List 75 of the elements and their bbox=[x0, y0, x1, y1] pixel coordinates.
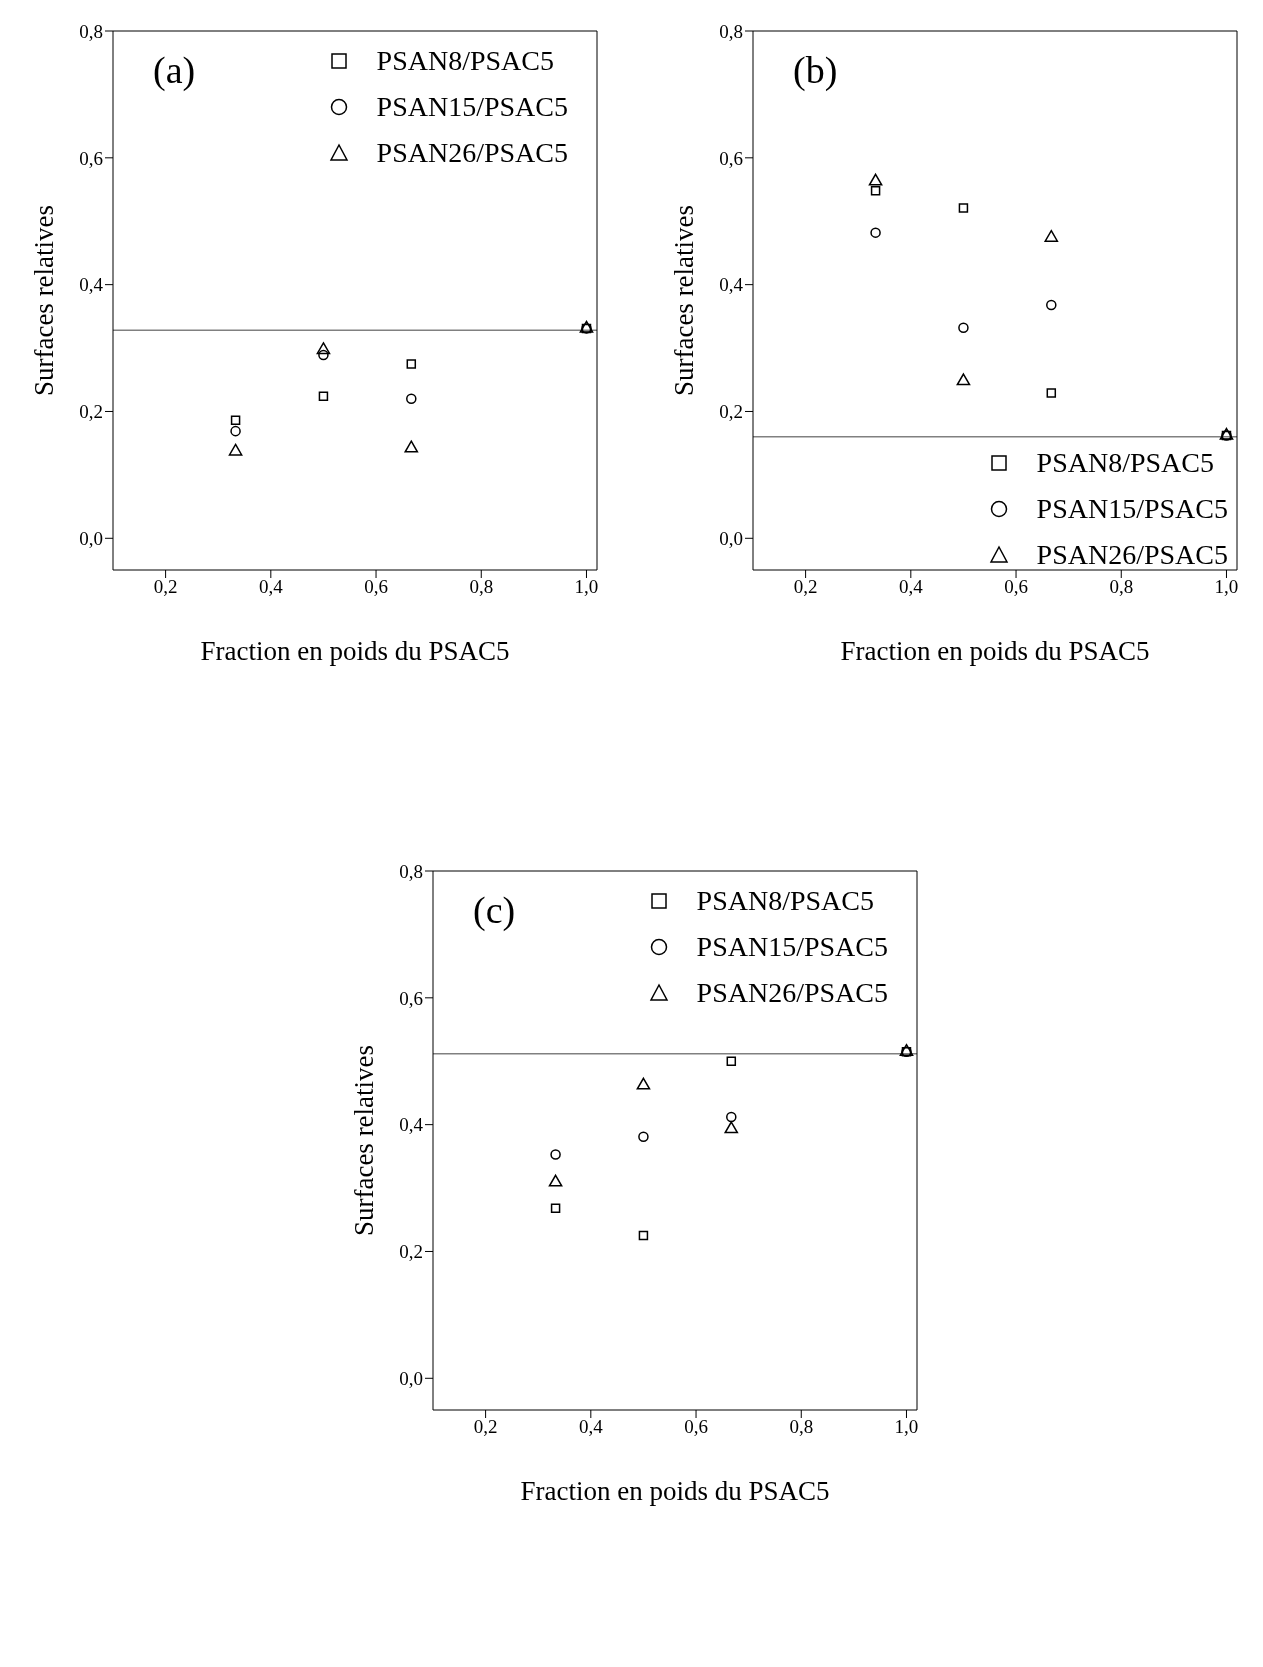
annotation: (b) bbox=[793, 48, 838, 92]
x-tick-label: 1,0 bbox=[894, 1416, 919, 1438]
y-tick-label: 0,8 bbox=[719, 20, 743, 42]
point bbox=[638, 1131, 649, 1142]
point bbox=[726, 1111, 737, 1123]
y-tick-label: 0,2 bbox=[719, 401, 743, 423]
x-axis-title: Fraction en poids du PSAC5 bbox=[520, 1476, 830, 1506]
legend-label: PSAN8/PSAC5 bbox=[1036, 447, 1214, 479]
point bbox=[316, 342, 331, 355]
annotation: (c) bbox=[473, 888, 516, 932]
y-tick-label: 0,4 bbox=[719, 274, 744, 296]
point bbox=[228, 443, 243, 456]
x-tick-label: 0,2 bbox=[153, 576, 178, 598]
legend-label: PSAN26/PSAC5 bbox=[696, 977, 888, 1009]
point bbox=[406, 393, 417, 405]
x-tick-label: 0,6 bbox=[684, 1416, 708, 1438]
y-tick-label: 0,0 bbox=[399, 1368, 423, 1390]
point bbox=[1046, 299, 1057, 311]
x-axis-title: Fraction en poids du PSAC5 bbox=[840, 636, 1150, 666]
point bbox=[726, 1056, 737, 1066]
legend-label: PSAN15/PSAC5 bbox=[1036, 493, 1228, 525]
y-tick-label: 0,0 bbox=[719, 528, 743, 550]
point bbox=[958, 322, 969, 334]
x-tick-label: 0,4 bbox=[578, 1416, 604, 1438]
point bbox=[1044, 229, 1059, 242]
legend-label: PSAN15/PSAC5 bbox=[696, 931, 888, 963]
y-tick-label: 0,6 bbox=[399, 987, 423, 1009]
y-axis-title: Surfaces relatives bbox=[668, 204, 699, 397]
x-tick-label: 0,2 bbox=[473, 1416, 498, 1438]
x-tick-label: 1,0 bbox=[574, 576, 599, 598]
x-axis-title: Fraction en poids du PSAC5 bbox=[200, 636, 510, 666]
legend-label: PSAN26/PSAC5 bbox=[376, 137, 568, 169]
x-tick-label: 0,4 bbox=[898, 576, 924, 598]
x-tick-label: 1,0 bbox=[1214, 576, 1239, 598]
point bbox=[1046, 388, 1057, 398]
point bbox=[550, 1203, 561, 1214]
y-tick-label: 0,6 bbox=[79, 147, 103, 169]
y-tick-label: 0,8 bbox=[79, 20, 103, 42]
point bbox=[868, 173, 883, 186]
point bbox=[638, 1230, 649, 1241]
y-axis-title: Surfaces relatives bbox=[28, 204, 59, 397]
point bbox=[870, 227, 881, 238]
x-tick-label: 0,4 bbox=[258, 576, 284, 598]
y-tick-label: 0,4 bbox=[79, 274, 104, 296]
point bbox=[724, 1121, 739, 1134]
legend-label: PSAN15/PSAC5 bbox=[376, 91, 568, 123]
y-tick-label: 0,4 bbox=[399, 1114, 424, 1136]
y-tick-label: 0,2 bbox=[399, 1241, 423, 1263]
x-tick-label: 0,8 bbox=[469, 576, 494, 598]
y-tick-label: 0,8 bbox=[399, 860, 423, 882]
annotation: (a) bbox=[153, 48, 196, 92]
point bbox=[956, 373, 971, 386]
point bbox=[548, 1174, 563, 1187]
point bbox=[230, 415, 241, 426]
point bbox=[404, 440, 419, 453]
point bbox=[870, 186, 881, 196]
x-tick-label: 0,6 bbox=[364, 576, 388, 598]
x-tick-label: 0,8 bbox=[1109, 576, 1134, 598]
point bbox=[636, 1077, 651, 1090]
point bbox=[318, 391, 329, 401]
x-tick-label: 0,2 bbox=[793, 576, 818, 598]
x-tick-label: 0,6 bbox=[1004, 576, 1028, 598]
point bbox=[318, 349, 329, 361]
point bbox=[550, 1149, 561, 1160]
legend-label: PSAN8/PSAC5 bbox=[376, 45, 554, 77]
y-tick-label: 0,0 bbox=[79, 528, 103, 550]
point bbox=[958, 203, 969, 213]
point bbox=[406, 359, 417, 369]
x-tick-label: 0,8 bbox=[789, 1416, 814, 1438]
legend-label: PSAN26/PSAC5 bbox=[1036, 539, 1228, 571]
y-tick-label: 0,6 bbox=[719, 147, 743, 169]
point bbox=[230, 425, 241, 437]
legend-label: PSAN8/PSAC5 bbox=[696, 885, 874, 917]
y-axis-title: Surfaces relatives bbox=[348, 1044, 379, 1237]
y-tick-label: 0,2 bbox=[79, 401, 103, 423]
